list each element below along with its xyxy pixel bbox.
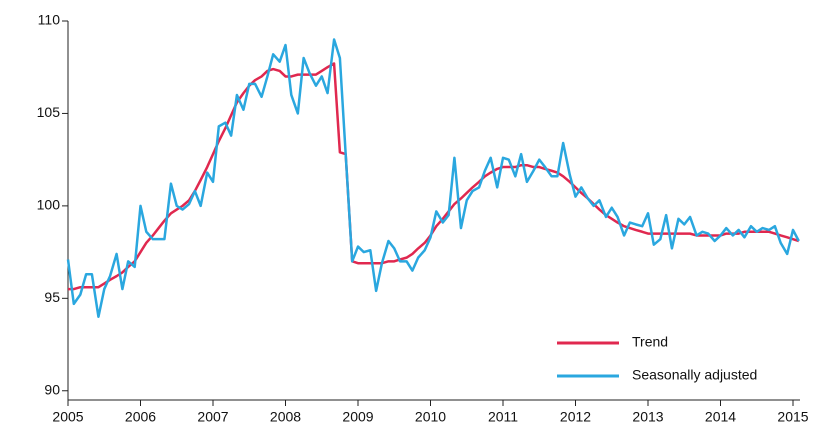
- x-tick-label: 2012: [560, 409, 591, 425]
- x-tick-label: 2006: [125, 409, 156, 425]
- x-tick-label: 2007: [197, 409, 228, 425]
- x-tick-label: 2008: [270, 409, 301, 425]
- legend-label: Seasonally adjusted: [632, 367, 757, 383]
- y-tick-label: 105: [37, 104, 61, 120]
- series-line: [68, 62, 800, 291]
- x-tick-label: 2015: [777, 409, 808, 425]
- x-tick-label: 2005: [52, 409, 83, 425]
- y-tick-label: 90: [44, 381, 60, 397]
- legend-label: Trend: [632, 334, 668, 350]
- y-tick-label: 95: [44, 289, 60, 305]
- x-tick-label: 2013: [632, 409, 663, 425]
- x-tick-label: 2014: [705, 409, 736, 425]
- x-tick-label: 2011: [488, 409, 518, 425]
- y-tick-label: 100: [37, 197, 61, 213]
- y-tick-label: 110: [38, 12, 61, 28]
- x-tick-label: 2009: [342, 409, 373, 425]
- series-line: [66, 38, 800, 319]
- x-tick-label: 2010: [415, 409, 446, 425]
